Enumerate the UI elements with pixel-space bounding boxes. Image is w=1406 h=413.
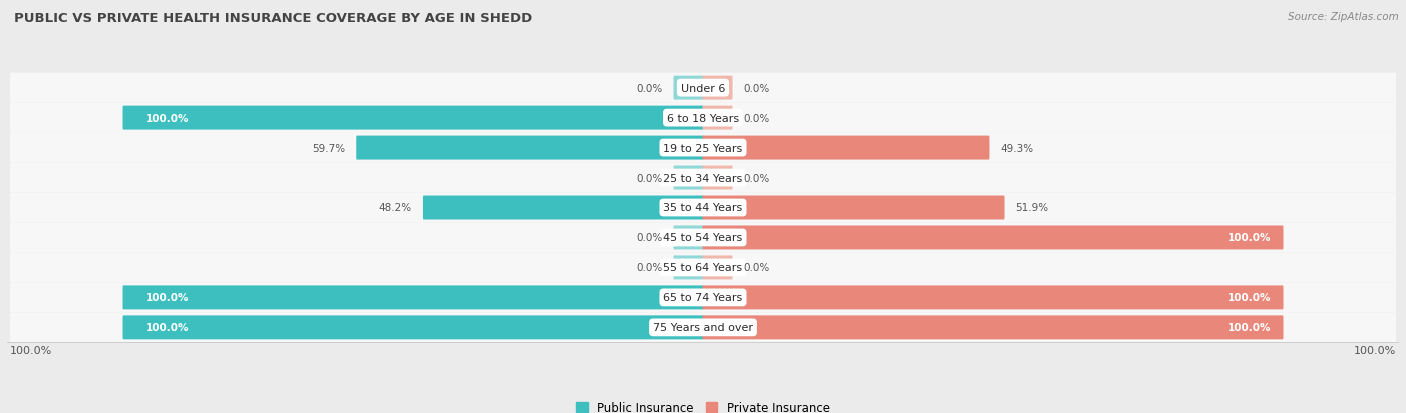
Text: 100.0%: 100.0% [1354,345,1396,355]
Text: 59.7%: 59.7% [312,143,344,153]
FancyBboxPatch shape [673,166,703,190]
FancyBboxPatch shape [703,166,733,190]
FancyBboxPatch shape [703,107,733,130]
FancyBboxPatch shape [10,253,1396,283]
FancyBboxPatch shape [703,286,1284,310]
FancyBboxPatch shape [673,226,703,250]
FancyBboxPatch shape [423,196,703,220]
Text: 65 to 74 Years: 65 to 74 Years [664,293,742,303]
FancyBboxPatch shape [10,313,1396,342]
Text: 49.3%: 49.3% [1001,143,1033,153]
Text: 19 to 25 Years: 19 to 25 Years [664,143,742,153]
FancyBboxPatch shape [703,136,990,160]
Text: 48.2%: 48.2% [378,203,412,213]
Text: 100.0%: 100.0% [146,323,190,332]
Text: 100.0%: 100.0% [1227,323,1271,332]
FancyBboxPatch shape [673,256,703,280]
Text: 0.0%: 0.0% [636,263,662,273]
FancyBboxPatch shape [10,163,1396,193]
Text: 0.0%: 0.0% [744,83,770,93]
FancyBboxPatch shape [10,193,1396,223]
Text: PUBLIC VS PRIVATE HEALTH INSURANCE COVERAGE BY AGE IN SHEDD: PUBLIC VS PRIVATE HEALTH INSURANCE COVER… [14,12,533,25]
Text: 35 to 44 Years: 35 to 44 Years [664,203,742,213]
FancyBboxPatch shape [10,103,1396,133]
FancyBboxPatch shape [10,283,1396,313]
FancyBboxPatch shape [10,223,1396,253]
Text: 100.0%: 100.0% [146,113,190,123]
Legend: Public Insurance, Private Insurance: Public Insurance, Private Insurance [576,401,830,413]
Text: 51.9%: 51.9% [1015,203,1049,213]
Text: 0.0%: 0.0% [636,173,662,183]
Text: 0.0%: 0.0% [744,263,770,273]
Text: 0.0%: 0.0% [636,233,662,243]
Text: 6 to 18 Years: 6 to 18 Years [666,113,740,123]
Text: 100.0%: 100.0% [146,293,190,303]
Text: 45 to 54 Years: 45 to 54 Years [664,233,742,243]
Text: Under 6: Under 6 [681,83,725,93]
Text: 100.0%: 100.0% [1227,293,1271,303]
Text: 100.0%: 100.0% [1227,233,1271,243]
Text: 55 to 64 Years: 55 to 64 Years [664,263,742,273]
Text: 0.0%: 0.0% [744,113,770,123]
FancyBboxPatch shape [673,76,703,100]
Text: 0.0%: 0.0% [636,83,662,93]
FancyBboxPatch shape [703,196,1004,220]
FancyBboxPatch shape [703,76,733,100]
FancyBboxPatch shape [122,107,703,130]
FancyBboxPatch shape [703,256,733,280]
FancyBboxPatch shape [10,74,1396,103]
FancyBboxPatch shape [703,316,1284,339]
FancyBboxPatch shape [356,136,703,160]
FancyBboxPatch shape [122,286,703,310]
Text: 100.0%: 100.0% [10,345,52,355]
FancyBboxPatch shape [10,133,1396,163]
FancyBboxPatch shape [122,316,703,339]
Text: Source: ZipAtlas.com: Source: ZipAtlas.com [1288,12,1399,22]
FancyBboxPatch shape [703,226,1284,250]
Text: 75 Years and over: 75 Years and over [652,323,754,332]
Text: 0.0%: 0.0% [744,173,770,183]
Text: 25 to 34 Years: 25 to 34 Years [664,173,742,183]
